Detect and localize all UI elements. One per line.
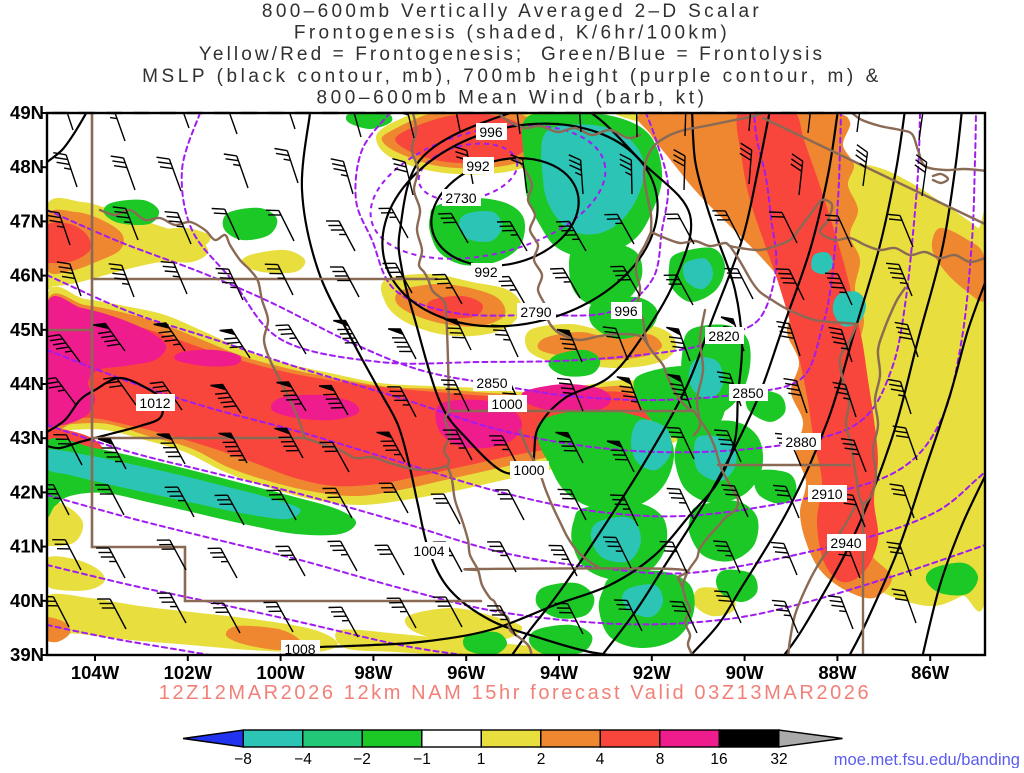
svg-text:2820: 2820: [708, 328, 739, 344]
svg-text:2: 2: [537, 751, 546, 768]
svg-text:92W: 92W: [633, 662, 672, 683]
svg-text:1004: 1004: [413, 543, 444, 559]
svg-text:MSLP (black contour, mb), 700m: MSLP (black contour, mb), 700mb height (…: [142, 66, 882, 87]
svg-text:41N: 41N: [10, 536, 44, 557]
svg-text:−1: −1: [413, 751, 431, 768]
svg-text:2850: 2850: [476, 375, 507, 391]
svg-text:48N: 48N: [10, 156, 44, 177]
svg-text:47N: 47N: [10, 210, 44, 231]
svg-text:1008: 1008: [284, 641, 315, 657]
svg-text:moe.met.fsu.edu/banding: moe.met.fsu.edu/banding: [834, 751, 1020, 768]
svg-text:94W: 94W: [540, 662, 579, 683]
svg-text:102W: 102W: [164, 662, 213, 683]
svg-text:−4: −4: [294, 751, 312, 768]
svg-text:1000: 1000: [491, 396, 522, 412]
svg-text:2880: 2880: [785, 434, 816, 450]
svg-text:Yellow/Red = Frontogenesis; G: Yellow/Red = Frontogenesis; Green/Blue =…: [199, 44, 825, 65]
svg-text:32: 32: [770, 751, 787, 768]
svg-text:800–600mb Mean Wind (barb, kt): 800–600mb Mean Wind (barb, kt): [316, 88, 707, 109]
svg-text:44N: 44N: [10, 373, 44, 394]
svg-text:86W: 86W: [911, 662, 950, 683]
svg-text:90W: 90W: [726, 662, 765, 683]
svg-text:2910: 2910: [811, 486, 842, 502]
svg-text:Frontogenesis (shaded, K/6hr/1: Frontogenesis (shaded, K/6hr/100km): [294, 23, 730, 44]
svg-text:12Z12MAR2026 12km NAM 15hr for: 12Z12MAR2026 12km NAM 15hr forecast Vali…: [159, 682, 872, 704]
svg-text:104W: 104W: [71, 662, 120, 683]
svg-text:8: 8: [656, 751, 665, 768]
svg-text:996: 996: [479, 124, 503, 140]
svg-text:16: 16: [710, 751, 727, 768]
svg-text:1: 1: [477, 751, 486, 768]
svg-text:96W: 96W: [447, 662, 486, 683]
svg-text:1000: 1000: [513, 462, 544, 478]
svg-text:−2: −2: [353, 751, 371, 768]
svg-text:2850: 2850: [732, 385, 763, 401]
svg-text:46N: 46N: [10, 265, 44, 286]
svg-text:−8: −8: [234, 751, 252, 768]
svg-text:992: 992: [474, 264, 498, 280]
svg-text:42N: 42N: [10, 481, 44, 502]
svg-text:43N: 43N: [10, 427, 44, 448]
svg-text:800–600mb Vertically Averaged: 800–600mb Vertically Averaged 2–D Scalar: [262, 1, 762, 22]
svg-text:4: 4: [596, 751, 605, 768]
svg-text:45N: 45N: [10, 319, 44, 340]
svg-text:40N: 40N: [10, 590, 44, 611]
svg-text:992: 992: [466, 158, 490, 174]
svg-text:98W: 98W: [354, 662, 393, 683]
svg-text:100W: 100W: [256, 662, 305, 683]
svg-text:88W: 88W: [818, 662, 857, 683]
svg-text:2940: 2940: [830, 535, 861, 551]
svg-text:39N: 39N: [10, 644, 44, 665]
svg-text:2790: 2790: [520, 304, 551, 320]
svg-text:1012: 1012: [139, 395, 170, 411]
svg-text:996: 996: [614, 303, 638, 319]
svg-text:2730: 2730: [445, 190, 476, 206]
svg-text:49N: 49N: [10, 102, 44, 123]
